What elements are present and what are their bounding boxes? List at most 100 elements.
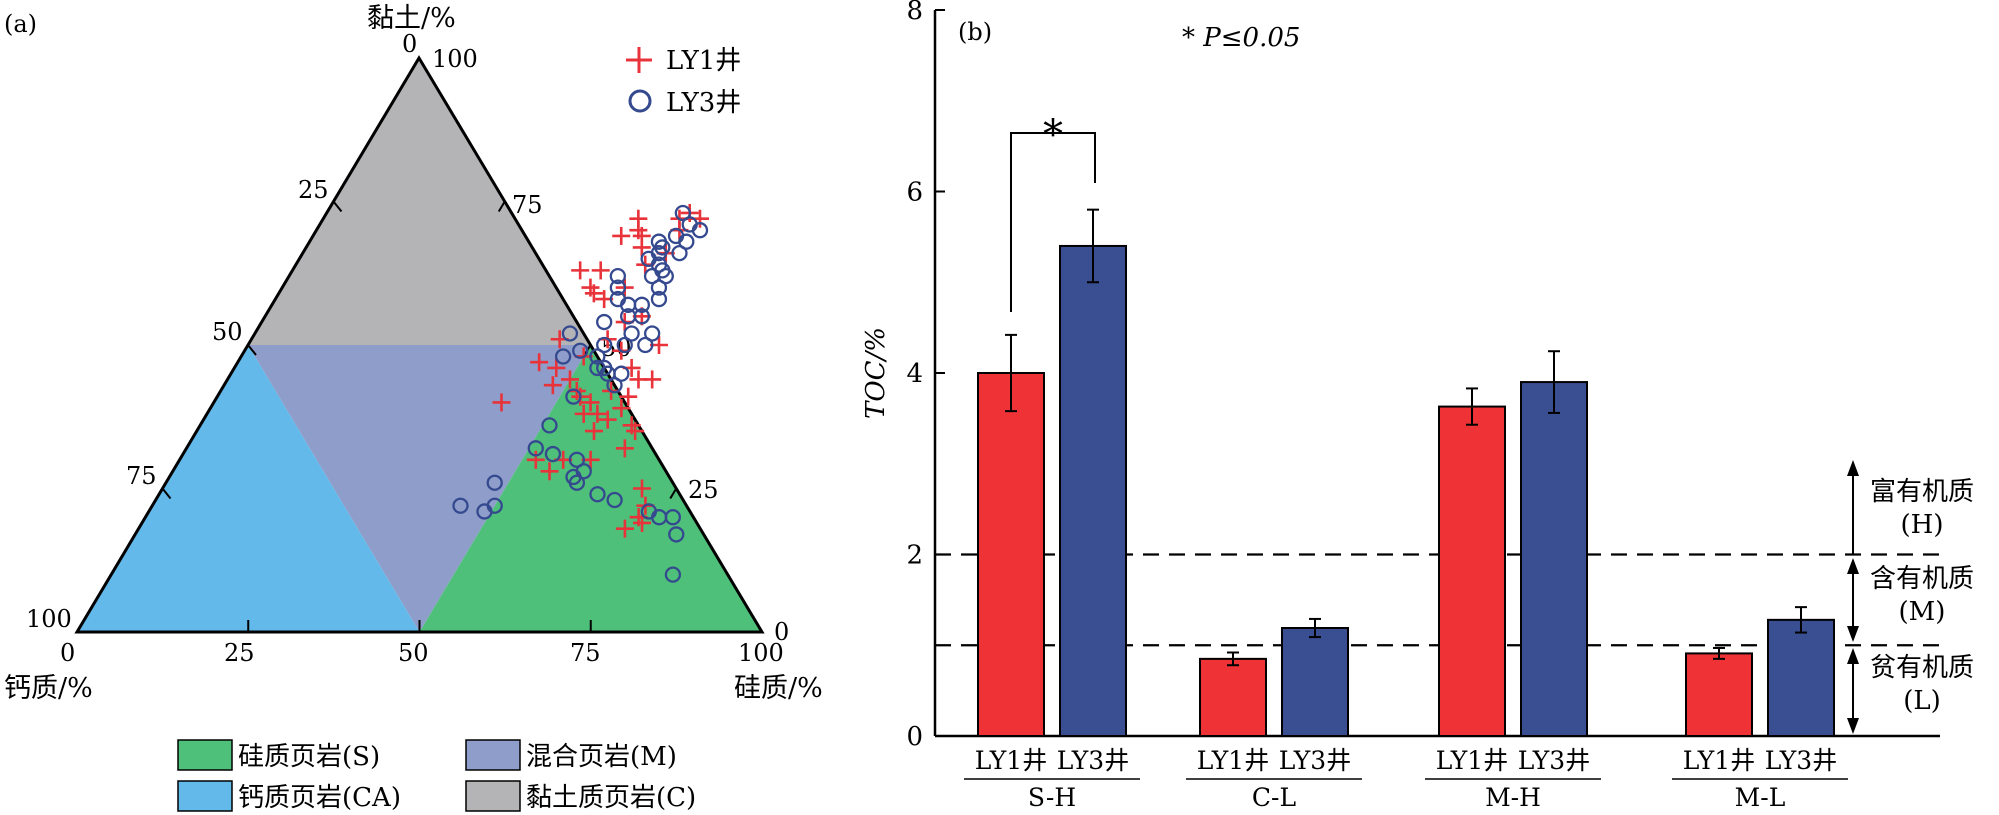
zone-arrows (1847, 460, 1859, 734)
ly3-point (565, 388, 582, 405)
right-tick-100: 100 (432, 45, 478, 73)
region-mixed-shale (248, 345, 591, 632)
ly3-point (668, 526, 685, 543)
ly3-point (554, 348, 572, 365)
legend-clay-label: 黏土质页岩(C) (526, 783, 696, 813)
arrow-down-icon (1847, 626, 1859, 642)
ly3-point (476, 503, 493, 520)
legend-swatch-calcareous (177, 780, 233, 812)
panel-label-b: (b) (958, 18, 992, 46)
error-bar (1795, 606, 1807, 634)
bottom-tick-50: 50 (398, 639, 429, 667)
ly3-point (633, 308, 650, 325)
ly1-point (633, 479, 651, 498)
right-edge-tick (497, 200, 506, 213)
ly3-point (596, 313, 613, 331)
ly3-point (541, 417, 558, 434)
ly3-point (486, 474, 503, 491)
legend-siliceous-label: 硅质页岩(S) (238, 742, 380, 772)
ly1-point (629, 370, 648, 389)
arrow-up-icon (1847, 558, 1859, 574)
scatter-legend: LY1井 LY3井 (626, 46, 741, 118)
zone-medium-label: 含有机质 (1870, 564, 1974, 594)
bar-label: LY1井 (975, 746, 1047, 775)
ly3-point (606, 491, 623, 509)
ly1-point (615, 439, 634, 458)
legend-plus-icon (626, 47, 652, 73)
bar-panel: (b) * P≤0.05 0 2 4 6 8 TOC/% LY1井 LY3井 S-H LY1井… (861, 0, 1974, 812)
bar-label: LY3井 (1765, 746, 1837, 775)
significance-note: * P≤0.05 (1182, 23, 1300, 53)
x-labels: LY1井 LY3井 S-H LY1井 LY3井 C-L LY1井 LY3井 M-H LY1井 LY3… (964, 746, 1848, 812)
ly3-point (640, 503, 658, 520)
bar (1059, 244, 1127, 737)
arrow-down-icon (1847, 718, 1859, 734)
ly1-point (530, 353, 549, 372)
y-tick-label: 0 (906, 722, 923, 752)
legend-ly1-label: LY1井 (666, 46, 741, 76)
ly3-point (650, 233, 668, 250)
left-edge-tick (247, 344, 257, 356)
left-tick-25: 25 (298, 176, 329, 204)
bar-label: LY1井 (1197, 746, 1269, 775)
y-axis-label: TOC/% (861, 327, 891, 419)
ly3-point (568, 474, 586, 491)
error-bar (1548, 350, 1560, 414)
ly3-point (544, 445, 562, 463)
ly1-point (540, 462, 559, 481)
legend-swatch-clay (465, 780, 521, 812)
legend-circle-icon (628, 89, 652, 113)
ly3-point (671, 245, 688, 262)
bars (977, 208, 1835, 738)
ly3-point (664, 566, 682, 583)
legend-swatch-mixed (465, 739, 521, 771)
ly3-point (674, 204, 692, 222)
bar (977, 372, 1045, 737)
error-bar (1005, 333, 1017, 413)
legend-swatch-siliceous (177, 739, 233, 771)
region-calcareous-shale (77, 345, 420, 632)
ly1-point (591, 261, 610, 280)
ly3-point (596, 336, 613, 354)
zone-low-label: 贫有机质 (1870, 653, 1974, 683)
y-tick-label: 2 (906, 541, 923, 571)
ly3-point (568, 451, 586, 468)
panel-label-a: (a) (4, 10, 37, 38)
ly1-point (622, 416, 641, 435)
group-label: M-H (1485, 783, 1541, 812)
right-tick-25: 25 (688, 476, 719, 504)
ly3-point (664, 509, 681, 526)
arrow-up-icon (1847, 460, 1859, 476)
ternary-panel: (a) 0 100 75 50 25 0 25 50 75 100 0 25 5… (4, 3, 823, 813)
significance-asterisk: * (1043, 112, 1063, 158)
ly1-point (612, 399, 631, 418)
calcium-axis-label: 钙质/% (4, 673, 93, 704)
ly1-point (632, 238, 651, 257)
error-bar (1309, 617, 1321, 639)
ly1-point (574, 404, 593, 423)
significance-bracket: * (1010, 112, 1096, 312)
bottom-tick-25: 25 (224, 639, 255, 667)
ly1-point (571, 261, 590, 280)
ly1-point (492, 393, 511, 412)
zone-high-label: 富有机质 (1870, 477, 1974, 507)
ly1-point (560, 370, 579, 389)
ly3-point (606, 377, 623, 394)
clay-tick-0: 0 (402, 30, 417, 58)
y-tick-label: 6 (906, 178, 923, 208)
bar (1438, 405, 1506, 737)
bar (1767, 618, 1835, 738)
bar-label: LY3井 (1518, 746, 1590, 775)
ly3-point (633, 296, 650, 313)
bottom-tick-0: 0 (60, 639, 75, 667)
ly3-point (616, 336, 633, 354)
left-edge-tick (332, 200, 343, 213)
group-label: S-H (1028, 783, 1076, 812)
y-tick-label: 8 (906, 0, 923, 26)
clay-axis-label: 黏土/% (367, 3, 456, 34)
y-tick-label: 4 (906, 359, 923, 389)
ly3-point (572, 342, 589, 359)
bar (1520, 381, 1588, 737)
legend-calcareous-label: 钙质页岩(CA) (238, 783, 401, 813)
